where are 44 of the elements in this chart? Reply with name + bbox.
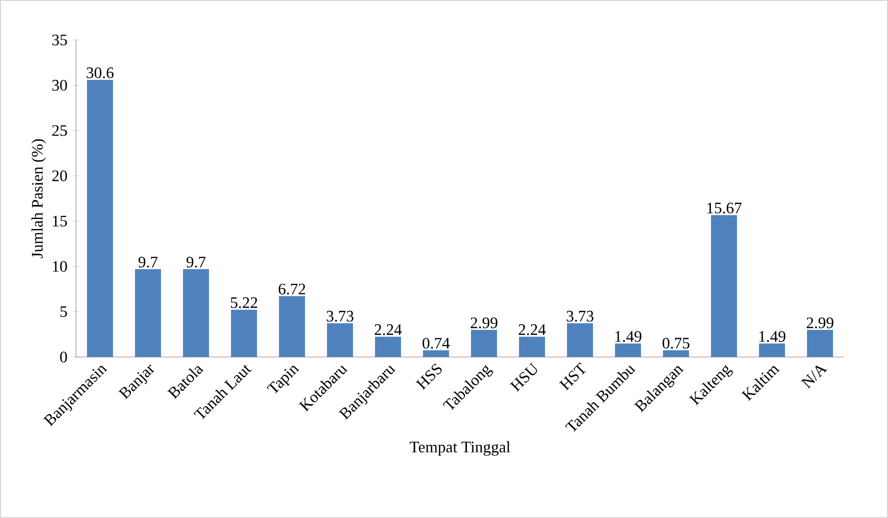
bar <box>279 296 306 357</box>
x-axis-title: Tempat Tinggal <box>410 441 510 456</box>
data-label: 5.22 <box>230 297 258 308</box>
x-tick-label: HSS <box>416 363 442 390</box>
data-label: 6.72 <box>278 284 306 295</box>
data-label: 1.49 <box>759 331 786 342</box>
data-label: 9.7 <box>138 256 158 268</box>
data-label: 2.24 <box>518 324 546 336</box>
y-tick-label: 10 <box>52 261 67 272</box>
data-label: 3.73 <box>326 310 354 322</box>
data-label: 0.75 <box>662 338 690 349</box>
data-label: 2.99 <box>470 317 498 328</box>
bar <box>759 344 786 357</box>
data-label: 0.74 <box>422 338 450 349</box>
bar <box>807 330 834 357</box>
data-label: 2.99 <box>806 317 834 328</box>
y-tick-label: 15 <box>52 216 67 226</box>
bar <box>471 330 498 357</box>
data-label: 3.73 <box>566 310 594 322</box>
bar <box>231 310 258 357</box>
data-label: 1.49 <box>615 331 642 342</box>
bar <box>135 269 162 357</box>
y-tick-label: 25 <box>52 125 67 136</box>
bar <box>423 350 450 357</box>
y-axis-title: Jumlah Pasien (%) <box>31 139 46 258</box>
bar <box>327 323 354 357</box>
data-label: 2.24 <box>374 324 402 336</box>
y-tick-label: 30 <box>52 80 67 91</box>
x-tick-label: N/A <box>800 366 828 389</box>
y-tick-label: 35 <box>52 34 67 46</box>
bar <box>183 269 209 357</box>
bar <box>375 336 402 357</box>
y-tick-label: 20 <box>52 170 67 182</box>
y-tick-label: 0 <box>60 352 67 362</box>
data-label: 9.7 <box>186 256 206 268</box>
bar <box>87 80 114 357</box>
bar <box>519 336 546 357</box>
data-label: 15.67 <box>707 202 742 214</box>
bar <box>663 350 690 357</box>
bar <box>711 215 738 357</box>
bar <box>567 323 594 357</box>
bar <box>615 344 642 357</box>
data-label: 30.6 <box>86 67 114 78</box>
y-tick-label: 5 <box>60 306 67 318</box>
